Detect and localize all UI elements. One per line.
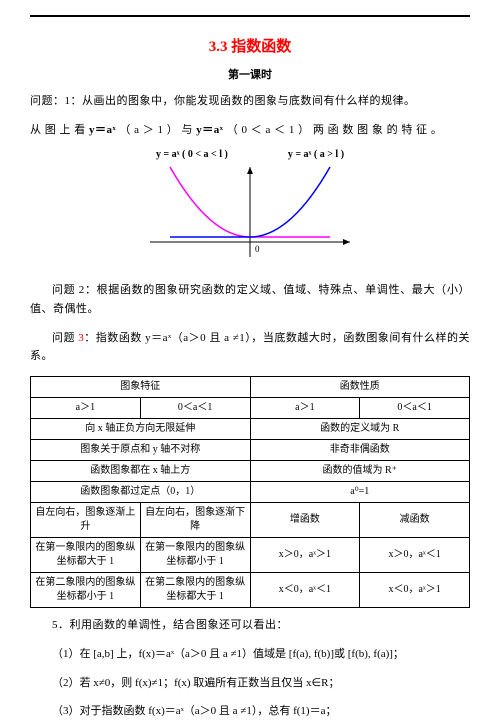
cell: 函数图象都在 x 轴上方 — [31, 461, 251, 482]
list-item: （3）对于指数函数 f(x)＝aˣ（a＞0 且 a ≠1），总有 f(1)＝a； — [30, 702, 470, 721]
table-row: 在第二象限内的图象纵坐标都小于 1 在第二象限内的图象纵坐标都大于 1 x＜0，… — [31, 573, 470, 608]
cell: x＞0，aˣ＜1 — [360, 538, 470, 573]
cell: 增函数 — [250, 503, 360, 538]
page-title: 3.3 指数函数 — [30, 35, 470, 56]
cell: 0＜a＜1 — [360, 398, 470, 419]
cell: 函数图象都过定点（0，1） — [31, 482, 251, 503]
cell: 0＜a＜1 — [140, 398, 250, 419]
exponential-graph-icon: 0 — [145, 162, 355, 262]
p2-cond2: （ 0 ＜ a ＜ 1 ） 两 函 数 图 象 的 特 征 。 — [227, 124, 443, 136]
cell: 图象关于原点和 y 轴不对称 — [31, 440, 251, 461]
properties-table: 图象特征 函数性质 a＞1 0＜a＜1 a＞1 0＜a＜1 向 x 轴正负方向无… — [30, 376, 470, 608]
cell: a＞1 — [31, 398, 141, 419]
paragraph-2: 从 图 上 看 y＝aˣ （ a ＞ 1 ） 与 y＝aˣ （ 0 ＜ a ＜ … — [30, 121, 470, 140]
cell: x＞0，aˣ＞1 — [250, 538, 360, 573]
table-row: 向 x 轴正负方向无限延伸 函数的定义域为 R — [31, 419, 470, 440]
cell: a⁰=1 — [250, 482, 470, 503]
paragraph-3: 问题 2：根据函数的图象研究函数的定义域、值域、特殊点、单调性、最大（小）值、奇… — [30, 281, 470, 318]
list-item: （1）在 [a,b] 上，f(x)＝aˣ（a＞0 且 a ≠1）值域是 [f(a… — [30, 645, 470, 664]
graph-label-right: y = aˣ ( a > l ) — [288, 149, 344, 160]
cell: 在第一象限内的图象纵坐标都小于 1 — [140, 538, 250, 573]
table-row: 函数图象都过定点（0，1） a⁰=1 — [31, 482, 470, 503]
list-item: （2）若 x≠0，则 f(x)≠1；f(x) 取遍所有正数当且仅当 x∈R； — [30, 674, 470, 693]
cell: x＜0，aˣ＞1 — [360, 573, 470, 608]
table-row: 在第一象限内的图象纵坐标都大于 1 在第一象限内的图象纵坐标都小于 1 x＞0，… — [31, 538, 470, 573]
paragraph-4: 问题 3：指数函数 y＝aˣ（a＞0 且 a ≠1），当底数越大时，函数图象间有… — [30, 329, 470, 366]
graph-container: y = aˣ ( 0 < a < l ) y = aˣ ( a > l ) 0 — [30, 149, 470, 265]
table-row: 图象关于原点和 y 轴不对称 非奇非偶函数 — [31, 440, 470, 461]
th-prop: 函数性质 — [250, 377, 470, 398]
cell: 函数的定义域为 R — [250, 419, 470, 440]
table-row: 自左向右，图象逐渐上升 自左向右，图象逐渐下降 增函数 减函数 — [31, 503, 470, 538]
cell: 非奇非偶函数 — [250, 440, 470, 461]
subtitle: 第一课时 — [30, 66, 470, 82]
cell: 在第二象限内的图象纵坐标都大于 1 — [140, 573, 250, 608]
th-graph: 图象特征 — [31, 377, 251, 398]
cell: x＜0，aˣ＜1 — [250, 573, 360, 608]
table-row: 函数图象都在 x 轴上方 函数的值域为 R⁺ — [31, 461, 470, 482]
p2-cond1: （ a ＞ 1 ） 与 — [119, 124, 196, 136]
cell: 自左向右，图象逐渐上升 — [31, 503, 141, 538]
cell: 减函数 — [360, 503, 470, 538]
cell: a＞1 — [250, 398, 360, 419]
cell: 函数的值域为 R⁺ — [250, 461, 470, 482]
p4-post: ：指数函数 y＝aˣ（a＞0 且 a ≠1），当底数越大时，函数图象间有什么样的… — [30, 332, 470, 363]
graph-label-left: y = aˣ ( 0 < a < l ) — [156, 149, 228, 160]
conclusion-list: （1）在 [a,b] 上，f(x)＝aˣ（a＞0 且 a ≠1）值域是 [f(a… — [30, 645, 470, 721]
svg-text:0: 0 — [255, 244, 260, 254]
top-rule — [30, 15, 470, 17]
p2-eq2: y＝aˣ — [196, 124, 223, 136]
p2-eq1: y＝aˣ — [89, 124, 116, 136]
cell: 在第二象限内的图象纵坐标都小于 1 — [31, 573, 141, 608]
p2-pre: 从 图 上 看 — [30, 124, 89, 136]
cell: 在第一象限内的图象纵坐标都大于 1 — [31, 538, 141, 573]
paragraph-5: 5．利用函数的单调性，结合图象还可以看出： — [30, 616, 470, 635]
cell: 向 x 轴正负方向无限延伸 — [31, 419, 251, 440]
cell: 自左向右，图象逐渐下降 — [140, 503, 250, 538]
p4-pre: 问题 — [52, 332, 78, 344]
table-row: 图象特征 函数性质 — [31, 377, 470, 398]
table-row: a＞1 0＜a＜1 a＞1 0＜a＜1 — [31, 398, 470, 419]
paragraph-1: 问题：1：从画出的图象中，你能发现函数的图象与底数间有什么样的规律。 — [30, 92, 470, 111]
